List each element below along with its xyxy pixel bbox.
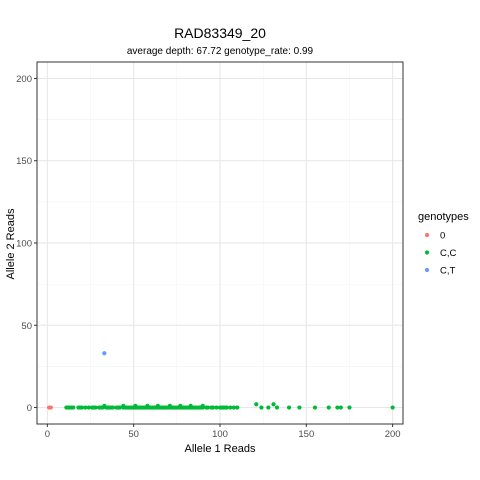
- tick-labels: 0 50 100 150 200 0 50 100 150 200: [16, 74, 400, 440]
- data-point: [167, 403, 173, 408]
- x-tick-label: 100: [212, 429, 228, 440]
- x-tick-label: 0: [45, 429, 50, 440]
- y-tick-label: 200: [16, 74, 32, 85]
- data-point: [205, 405, 211, 410]
- data-point: [286, 405, 292, 410]
- data-point: [266, 405, 271, 410]
- data-point: [228, 405, 233, 410]
- data-point: [93, 405, 98, 410]
- x-axis-title: Allele 1 Reads: [185, 443, 256, 455]
- data-point: [117, 405, 122, 410]
- y-axis-title: Allele 2 Reads: [5, 208, 17, 279]
- data-point: [271, 402, 276, 407]
- data-point: [312, 405, 318, 410]
- data-point: [259, 405, 264, 410]
- data-point: [102, 351, 107, 356]
- data-point: [200, 403, 205, 408]
- data-point: [235, 405, 240, 410]
- x-tick-label: 150: [298, 429, 314, 440]
- data-point: [224, 405, 230, 410]
- legend-title: genotypes: [418, 211, 469, 223]
- legend-key: [424, 250, 430, 255]
- grid: [37, 62, 403, 424]
- data-point: [133, 403, 138, 408]
- data-point: [274, 405, 280, 410]
- legend-key: [424, 267, 430, 273]
- data-point: [210, 405, 216, 410]
- data-point: [83, 405, 88, 410]
- legend-label: C,C: [440, 248, 457, 259]
- data-point: [254, 402, 259, 407]
- data-point: [145, 403, 150, 408]
- chart-subtitle: average depth: 67.72 genotype_rate: 0.99: [127, 46, 314, 57]
- data-point: [231, 405, 236, 410]
- data-point: [71, 405, 76, 410]
- data-points: [46, 351, 395, 410]
- legend-label: C,T: [440, 266, 456, 277]
- data-point: [326, 405, 331, 410]
- legend: genotypes 0 C,C C,T: [418, 211, 469, 277]
- x-tick-label: 50: [128, 429, 139, 440]
- data-point: [121, 403, 126, 408]
- data-point: [48, 405, 53, 410]
- data-point: [338, 405, 343, 410]
- data-point: [188, 403, 193, 408]
- data-point: [347, 405, 352, 410]
- data-point: [297, 405, 302, 410]
- y-tick-label: 0: [27, 403, 32, 414]
- data-point: [110, 405, 116, 410]
- data-point: [102, 403, 107, 408]
- x-tick-label: 200: [385, 429, 401, 440]
- legend-key: [424, 232, 430, 238]
- legend-label: 0: [440, 231, 445, 242]
- data-point: [214, 405, 219, 410]
- y-tick-label: 100: [16, 239, 32, 250]
- data-point: [335, 405, 340, 410]
- data-point: [155, 403, 160, 408]
- y-tick-label: 50: [21, 321, 32, 332]
- chart-title: RAD83349_20: [174, 25, 266, 41]
- y-tick-label: 150: [16, 156, 32, 167]
- plot-panel-border: [36, 61, 404, 425]
- data-point: [79, 405, 84, 410]
- data-point: [390, 405, 395, 410]
- data-point: [178, 403, 183, 408]
- data-point: [86, 405, 91, 410]
